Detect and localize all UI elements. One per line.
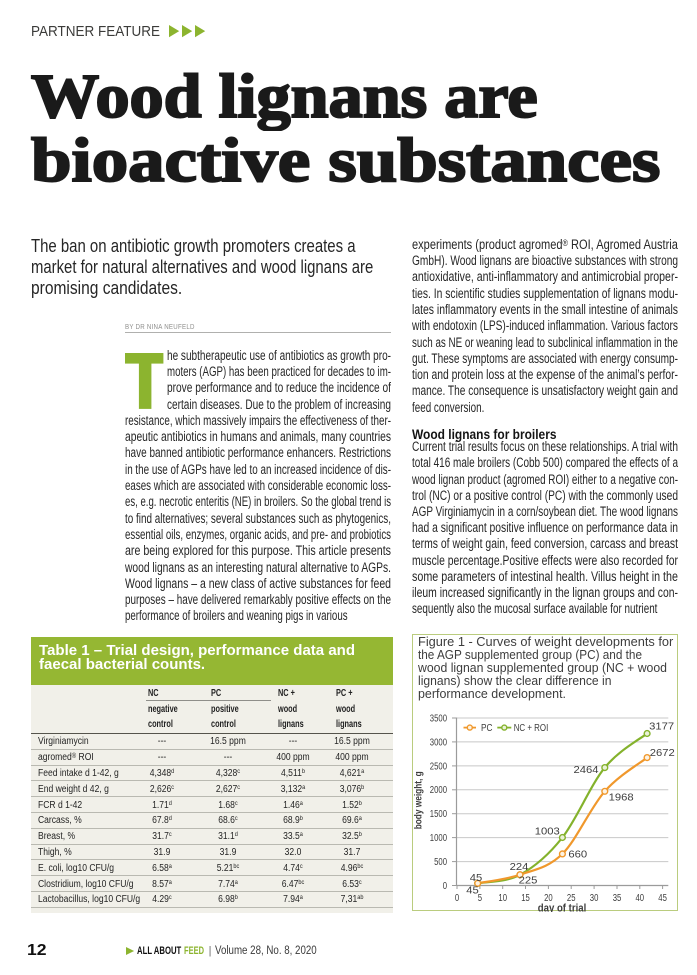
svg-text:35: 35 — [613, 893, 622, 904]
svg-text:30: 30 — [590, 893, 599, 904]
svg-text:660: 660 — [568, 850, 587, 861]
svg-text:PC: PC — [481, 723, 493, 734]
svg-text:15: 15 — [521, 893, 530, 904]
svg-text:224: 224 — [510, 862, 529, 873]
svg-text:45: 45 — [470, 873, 483, 884]
svg-text:3500: 3500 — [430, 713, 448, 724]
svg-text:25: 25 — [567, 893, 576, 904]
svg-text:2500: 2500 — [430, 761, 448, 772]
svg-text:225: 225 — [519, 876, 538, 887]
svg-text:2000: 2000 — [430, 785, 448, 796]
svg-text:500: 500 — [434, 857, 447, 868]
svg-text:5: 5 — [478, 893, 483, 904]
svg-text:2464: 2464 — [574, 765, 599, 776]
svg-text:3000: 3000 — [430, 737, 448, 748]
svg-text:0: 0 — [443, 881, 448, 892]
svg-text:1003: 1003 — [535, 827, 560, 838]
svg-text:45: 45 — [658, 893, 667, 904]
svg-text:3177: 3177 — [649, 722, 674, 733]
svg-text:10: 10 — [498, 893, 507, 904]
svg-text:1500: 1500 — [430, 809, 448, 820]
svg-text:1968: 1968 — [609, 792, 634, 803]
svg-text:45: 45 — [466, 886, 479, 897]
svg-text:day of trial: day of trial — [538, 903, 587, 913]
svg-text:2672: 2672 — [650, 748, 675, 759]
svg-text:20: 20 — [544, 893, 553, 904]
svg-text:40: 40 — [636, 893, 645, 904]
svg-text:1000: 1000 — [430, 833, 448, 844]
svg-text:0: 0 — [455, 893, 460, 904]
svg-text:NC + ROI: NC + ROI — [514, 723, 549, 734]
svg-text:body weight, g: body weight, g — [414, 771, 425, 829]
